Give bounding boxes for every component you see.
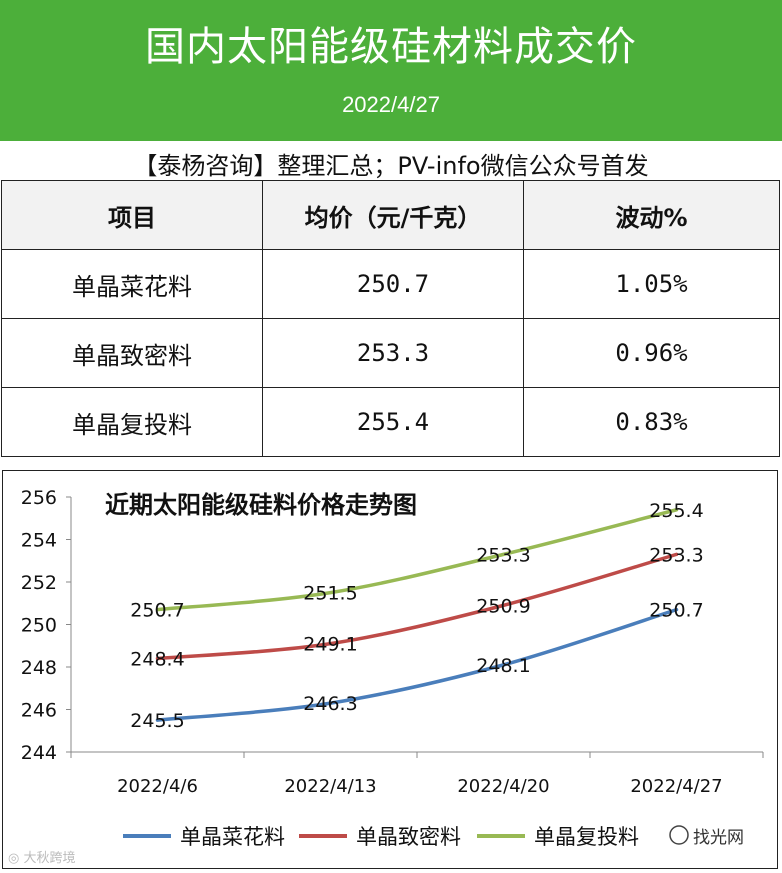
y-tick-label: 250 xyxy=(21,615,57,637)
header-banner: 国内太阳能级硅材料成交价 2022/4/27 xyxy=(0,0,782,141)
data-point xyxy=(329,591,332,595)
data-label: 248.1 xyxy=(476,655,530,677)
data-label: 248.4 xyxy=(130,649,184,671)
y-tick-label: 254 xyxy=(21,530,57,552)
data-point xyxy=(502,603,505,607)
data-label: 246.3 xyxy=(303,693,357,715)
data-label: 255.4 xyxy=(649,500,703,522)
data-point xyxy=(675,608,678,612)
price-cell: 255.4 xyxy=(262,387,524,457)
x-tick-label: 2022/4/6 xyxy=(117,776,198,797)
change-cell: 0.83% xyxy=(523,387,780,457)
item-cell: 单晶致密料 xyxy=(1,318,263,388)
column-header-price: 均价（元/千克） xyxy=(262,180,524,250)
table-row: 单晶菜花料 250.7 1.05% xyxy=(1,249,780,319)
data-point xyxy=(675,508,678,512)
x-tick-label: 2022/4/13 xyxy=(284,776,376,797)
data-point xyxy=(156,608,159,612)
price-table: 项目 均价（元/千克） 波动% 单晶菜花料 250.7 1.05% 单晶致密料 … xyxy=(1,180,780,457)
y-tick-label: 252 xyxy=(21,572,57,594)
series-line-1 xyxy=(155,607,679,722)
y-tick-label: 246 xyxy=(21,700,57,722)
column-header-item: 项目 xyxy=(1,180,263,250)
price-cell: 253.3 xyxy=(262,318,524,388)
legend-label: 单晶复投料 xyxy=(534,825,639,849)
table-row: 单晶致密料 253.3 0.96% xyxy=(1,318,780,388)
wechat-icon xyxy=(669,825,689,845)
change-cell: 0.96% xyxy=(523,318,780,388)
table-row: 单晶复投料 255.4 0.83% xyxy=(1,387,780,457)
source-line: 【泰杨咨询】整理汇总；PV-info微信公众号首发 xyxy=(133,152,649,180)
item-cell: 单晶复投料 xyxy=(1,387,263,457)
price-trend-chart: 244 246 248 250 252 254 256 2022/4/6 2022/4/13 20… xyxy=(21,487,764,849)
watermark-right: 找光网 xyxy=(693,828,744,848)
y-tick-label: 244 xyxy=(21,742,57,764)
series-line-2 xyxy=(155,552,679,661)
series-line-3 xyxy=(155,508,679,612)
x-tick-label: 2022/4/27 xyxy=(630,776,722,797)
report-date: 2022/4/27 xyxy=(342,92,440,117)
chart-container: 244 246 248 250 252 254 256 2022/4/6 2022/4/13 20… xyxy=(2,470,778,869)
legend-label: 单晶菜花料 xyxy=(180,825,285,849)
data-point xyxy=(502,663,505,667)
table-header-row: 项目 均价（元/千克） 波动% xyxy=(1,180,780,250)
data-label: 253.3 xyxy=(649,544,703,566)
y-tick-label: 248 xyxy=(21,657,57,679)
data-point xyxy=(502,552,505,556)
data-point xyxy=(329,701,332,705)
data-point xyxy=(675,552,678,556)
data-label: 251.5 xyxy=(303,583,357,605)
chart-title: 近期太阳能级硅料价格走势图 xyxy=(105,491,417,519)
legend-label: 单晶致密料 xyxy=(356,825,461,849)
price-cell: 250.7 xyxy=(262,249,524,319)
page-title: 国内太阳能级硅材料成交价 xyxy=(145,24,637,70)
data-label: 253.3 xyxy=(476,544,530,566)
data-point xyxy=(156,657,159,660)
data-point xyxy=(156,718,159,722)
change-cell: 1.05% xyxy=(523,249,780,319)
column-header-change: 波动% xyxy=(523,180,780,250)
data-label: 250.9 xyxy=(476,595,530,617)
data-label: 250.7 xyxy=(130,600,184,622)
camera-icon: ◎ xyxy=(8,851,24,866)
data-label: 245.5 xyxy=(130,710,184,732)
item-cell: 单晶菜花料 xyxy=(1,249,263,319)
watermark-left: ◎ 大秋跨境 xyxy=(8,851,76,866)
data-label: 250.7 xyxy=(649,600,703,622)
data-label: 249.1 xyxy=(303,634,357,656)
data-point xyxy=(329,642,332,646)
x-tick-label: 2022/4/20 xyxy=(457,776,549,797)
y-tick-label: 256 xyxy=(21,487,57,509)
